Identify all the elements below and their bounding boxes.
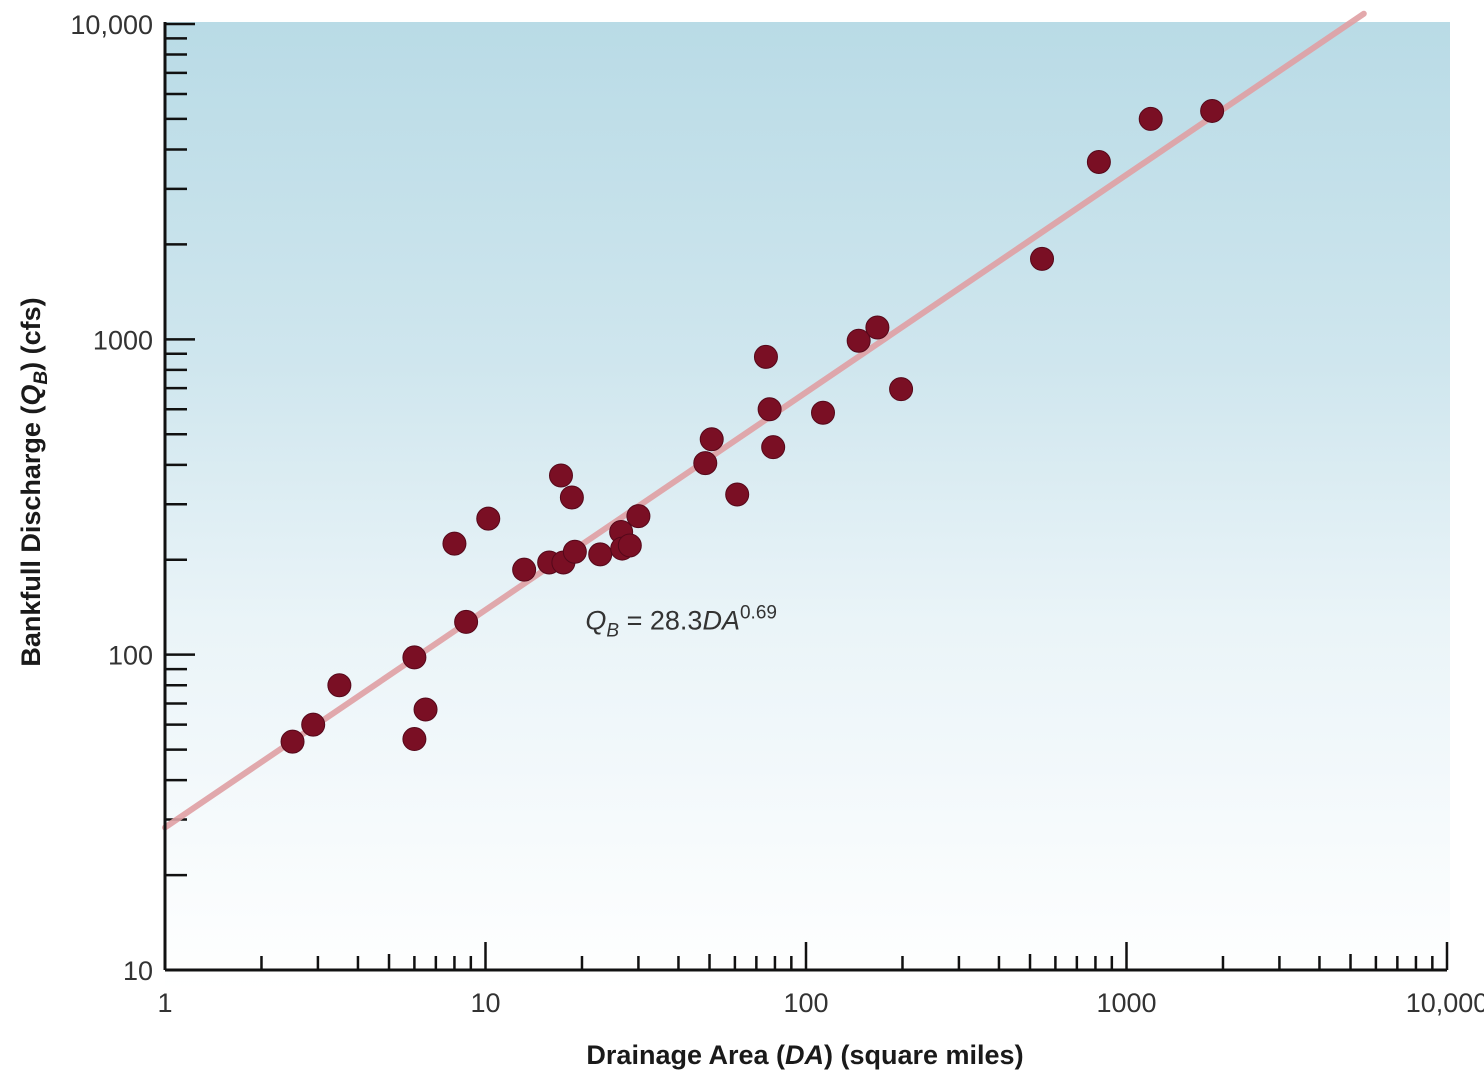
y-tick-label: 10,000 (70, 10, 153, 40)
data-point (617, 533, 642, 558)
data-point (512, 557, 537, 582)
data-point (454, 609, 479, 634)
x-tick-label: 10 (470, 988, 500, 1018)
eq-coefficient: 28.3 (650, 606, 703, 636)
axis-ticks (163, 22, 1449, 972)
eq-xvar: DA (702, 606, 740, 636)
fit-equation-label: QB = 28.3DA0.69 (585, 603, 777, 642)
data-point (588, 542, 613, 567)
eq-exponent: 0.69 (740, 603, 777, 624)
data-point (301, 712, 326, 737)
data-point (725, 482, 750, 507)
data-points (280, 98, 1225, 754)
y-tick-label: 10 (123, 956, 153, 986)
data-point (699, 427, 724, 452)
data-point (761, 435, 786, 460)
fit-line (162, 10, 1367, 831)
x-tick-label: 1000 (1096, 988, 1156, 1018)
y-tick-label: 1000 (93, 325, 153, 355)
y-axis-title: Bankfull Discharge (QB) (cfs) (16, 297, 52, 666)
data-point (402, 645, 427, 670)
eq-var-subscript: B (606, 621, 619, 642)
plot-background (165, 22, 1450, 992)
y-axis-title-prefix: Bankfull Discharge ( (16, 406, 46, 667)
eq-var: Q (585, 606, 606, 636)
x-tick-label: 1 (157, 988, 172, 1018)
x-tick-label: 100 (783, 988, 828, 1018)
data-point (1138, 106, 1163, 131)
data-point (811, 400, 836, 425)
data-point (442, 531, 467, 556)
data-point (1086, 150, 1111, 175)
data-point (865, 315, 890, 340)
data-point (476, 506, 501, 531)
data-point (757, 397, 782, 422)
data-point (846, 328, 871, 353)
x-axis-title-suffix: ) (square miles) (824, 1040, 1024, 1070)
x-tick-label: 10,000 (1406, 988, 1484, 1018)
data-point (753, 344, 778, 369)
eq-equals: = (619, 606, 650, 636)
data-point (562, 539, 587, 564)
data-point (402, 727, 427, 752)
data-point (548, 463, 573, 488)
data-point (327, 673, 352, 698)
data-point (413, 697, 438, 722)
data-point (280, 729, 305, 754)
y-axis-title-var: Q (16, 385, 46, 406)
y-tick-label: 100 (108, 641, 153, 671)
x-axis-title-var: DA (785, 1040, 824, 1070)
data-point (1200, 98, 1225, 123)
y-axis-title-suffix: ) (cfs) (16, 297, 46, 371)
fit-line-layer (162, 10, 1367, 831)
x-axis-title-prefix: Drainage Area ( (586, 1040, 785, 1070)
x-axis-title: Drainage Area (DA) (square miles) (586, 1040, 1023, 1070)
y-axis-title-subscript: B (31, 371, 52, 385)
data-point (1030, 246, 1055, 271)
data-point (626, 504, 651, 529)
data-point (889, 377, 914, 402)
data-point (559, 485, 584, 510)
data-point (693, 451, 718, 476)
